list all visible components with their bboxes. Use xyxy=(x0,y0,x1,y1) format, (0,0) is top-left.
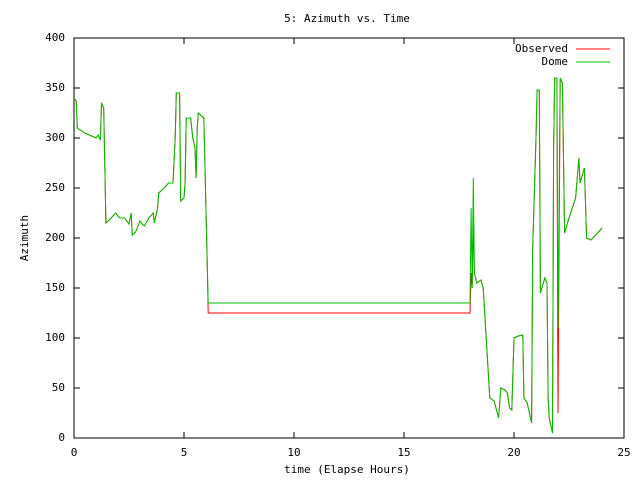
x-tick-label: 20 xyxy=(507,446,520,459)
y-tick-label: 150 xyxy=(45,281,65,294)
y-tick-label: 400 xyxy=(45,31,65,44)
x-tick-label: 0 xyxy=(71,446,78,459)
chart-title: 5: Azimuth vs. Time xyxy=(284,12,410,25)
y-tick-label: 300 xyxy=(45,131,65,144)
y-tick-label: 350 xyxy=(45,81,65,94)
legend-label: Observed xyxy=(515,42,568,55)
y-tick-label: 250 xyxy=(45,181,65,194)
y-tick-label: 50 xyxy=(52,381,65,394)
x-axis-label: time (Elapse Hours) xyxy=(284,463,410,476)
y-tick-label: 200 xyxy=(45,231,65,244)
x-tick-label: 5 xyxy=(181,446,188,459)
x-tick-label: 25 xyxy=(617,446,630,459)
series-line xyxy=(73,77,603,434)
y-tick-label: 100 xyxy=(45,331,65,344)
x-tick-label: 15 xyxy=(397,446,410,459)
legend-label: Dome xyxy=(542,55,569,68)
y-axis-label: Azimuth xyxy=(18,215,31,261)
x-tick-label: 10 xyxy=(287,446,300,459)
y-tick-label: 0 xyxy=(58,431,65,444)
